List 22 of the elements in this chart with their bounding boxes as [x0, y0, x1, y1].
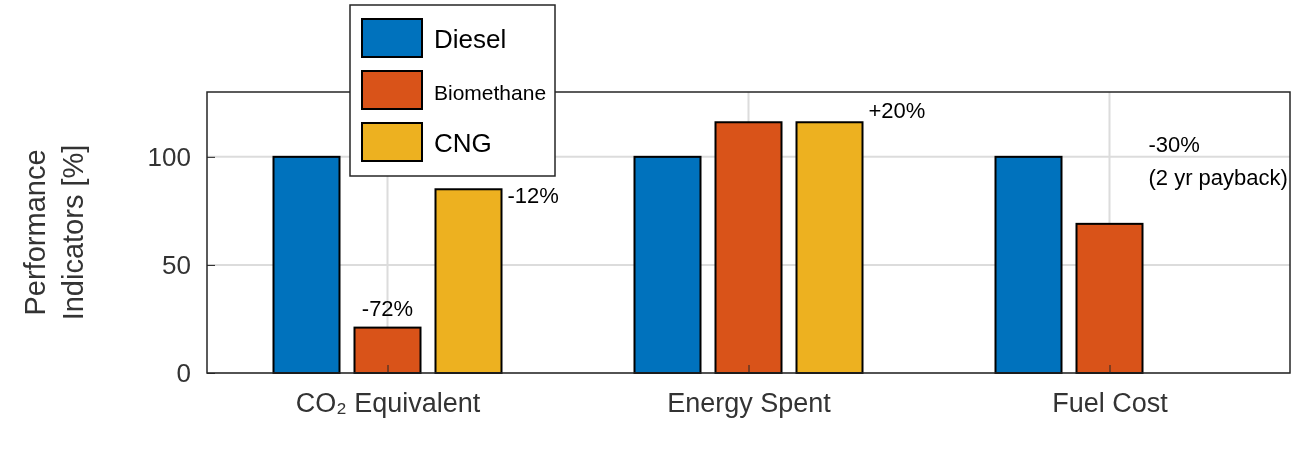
- y-tick-label: 100: [147, 141, 191, 172]
- legend-label: CNG: [434, 128, 492, 158]
- bar: [272, 155, 341, 374]
- annotation: -30% (2 yr payback): [1148, 131, 1288, 190]
- annotation: -12%: [507, 183, 559, 209]
- x-tick-label: Fuel Cost: [1052, 388, 1169, 419]
- y-tick-label: 50: [162, 249, 191, 280]
- bar: [994, 155, 1063, 374]
- legend-label: Diesel: [434, 24, 507, 54]
- bar: [714, 121, 783, 374]
- legend-label: Biomethane: [434, 81, 547, 104]
- bar: [1075, 222, 1144, 374]
- x-tick-label: CO₂ Equivalent: [295, 388, 481, 419]
- x-tick-label: Energy Spent: [667, 388, 832, 419]
- y-tick-label: 0: [176, 357, 191, 388]
- annotation: +20%: [868, 98, 926, 124]
- bar: [795, 121, 864, 374]
- y-axis-title: Performance Indicators [%]: [19, 144, 89, 321]
- bar: [633, 155, 702, 374]
- bar: [434, 188, 503, 374]
- annotation: -72%: [361, 295, 414, 321]
- bar: [353, 326, 422, 374]
